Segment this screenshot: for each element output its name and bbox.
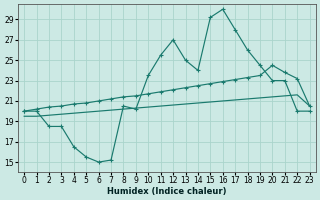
X-axis label: Humidex (Indice chaleur): Humidex (Indice chaleur) [107,187,227,196]
